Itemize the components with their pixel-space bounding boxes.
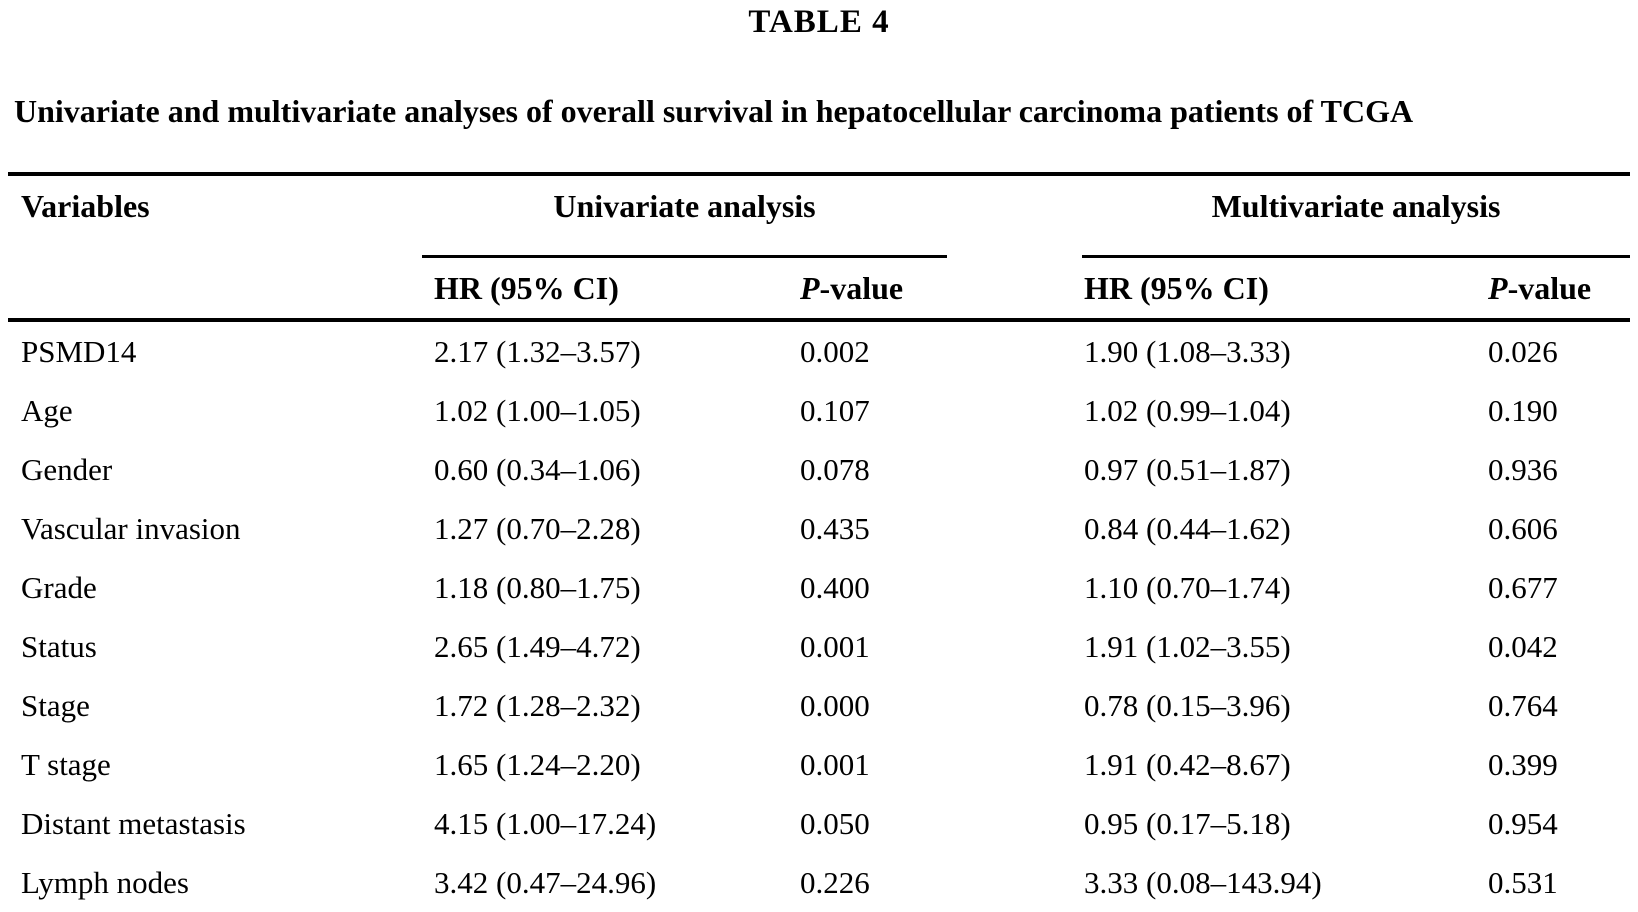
uni-hr-cell: 1.02 (1.00–1.05) (434, 392, 641, 428)
multi-hr-cell: 1.91 (0.42–8.67) (1084, 746, 1291, 782)
gutter-cell (947, 853, 1082, 912)
multi-hr-cell: 0.78 (0.15–3.96) (1084, 687, 1291, 723)
table-row: Distant metastasis 4.15 (1.00–17.24) 0.050… (8, 794, 1630, 853)
variable-cell: Lymph nodes (21, 864, 189, 900)
uni-p-cell: 0.435 (800, 510, 870, 546)
table-row: Status 2.65 (1.49–4.72) 0.001 1.91 (1.02–3.… (8, 617, 1630, 676)
column-header-multi-pvalue: P-value (1472, 256, 1631, 322)
uni-hr-cell: 0.60 (0.34–1.06) (434, 451, 641, 487)
uni-p-cell: 0.000 (800, 687, 870, 723)
uni-hr-cell: 4.15 (1.00–17.24) (434, 805, 657, 841)
variable-cell: Status (21, 628, 97, 664)
variable-cell: Distant metastasis (21, 805, 246, 841)
multi-hr-cell: 3.33 (0.08–143.94) (1084, 864, 1322, 900)
table-row: Lymph nodes 3.42 (0.47–24.96) 0.226 3.33 (0… (8, 853, 1630, 912)
column-header-uni-pvalue: P-value (790, 256, 948, 322)
uni-hr-cell: 1.72 (1.28–2.32) (434, 687, 641, 723)
table-row: Stage 1.72 (1.28–2.32) 0.000 0.78 (0.15–3.9… (8, 676, 1630, 735)
multi-p-cell: 0.936 (1488, 451, 1558, 487)
p-value-italic-letter: P (1488, 269, 1508, 306)
multi-p-cell: 0.677 (1488, 569, 1558, 605)
sub-header-row: HR (95% CI) P-value HR (95% CI) P-value (8, 256, 1631, 322)
table-row: Grade 1.18 (0.80–1.75) 0.400 1.10 (0.70–1.7… (8, 558, 1630, 617)
multi-hr-cell: 0.95 (0.17–5.18) (1084, 805, 1291, 841)
header-gutter (947, 256, 1083, 322)
uni-hr-cell: 1.65 (1.24–2.20) (434, 746, 641, 782)
gutter-cell (947, 499, 1082, 558)
multi-hr-cell: 1.10 (0.70–1.74) (1084, 569, 1291, 605)
p-value-rest: -value (1507, 269, 1592, 306)
multi-p-cell: 0.606 (1488, 510, 1558, 546)
multi-p-cell: 0.531 (1488, 864, 1558, 900)
header-gutter (947, 174, 1082, 257)
table-row: Vascular invasion 1.27 (0.70–2.28) 0.435 0.… (8, 499, 1630, 558)
column-header-uni-hr: HR (95% CI) (422, 256, 790, 322)
multi-p-cell: 0.190 (1488, 392, 1558, 428)
multi-p-cell: 0.399 (1488, 746, 1558, 782)
variable-cell: Gender (21, 451, 113, 487)
uni-p-cell: 0.002 (800, 333, 870, 369)
multi-p-cell: 0.042 (1488, 628, 1558, 664)
gutter-cell (947, 676, 1082, 735)
variable-cell: Grade (21, 569, 97, 605)
uni-hr-cell: 1.18 (0.80–1.75) (434, 569, 641, 605)
table-row: Gender 0.60 (0.34–1.06) 0.078 0.97 (0.51–1.… (8, 440, 1630, 499)
uni-p-cell: 0.050 (800, 805, 870, 841)
uni-hr-cell: 2.65 (1.49–4.72) (434, 628, 641, 664)
uni-p-cell: 0.226 (800, 864, 870, 900)
uni-p-cell: 0.400 (800, 569, 870, 605)
uni-p-cell: 0.078 (800, 451, 870, 487)
multi-hr-cell: 1.02 (0.99–1.04) (1084, 392, 1291, 428)
table-number-title: TABLE 4 (748, 4, 890, 40)
multi-hr-cell: 1.91 (1.02–3.55) (1084, 628, 1291, 664)
gutter-cell (947, 735, 1082, 794)
table-row: T stage 1.65 (1.24–2.20) 0.001 1.91 (0.42–8… (8, 735, 1630, 794)
gutter-cell (947, 794, 1082, 853)
table-header: Variables Univariate analysis Multivaria… (8, 174, 1631, 322)
variable-cell: PSMD14 (21, 333, 137, 369)
uni-hr-cell: 2.17 (1.32–3.57) (434, 333, 641, 369)
variable-cell: T stage (21, 746, 111, 782)
multi-hr-cell: 0.97 (0.51–1.87) (1084, 451, 1291, 487)
group-header-row: Variables Univariate analysis Multivaria… (8, 174, 1631, 322)
uni-p-cell: 0.107 (800, 392, 870, 428)
gutter-cell (947, 558, 1082, 617)
table-row: Age 1.02 (1.00–1.05) 0.107 1.02 (0.99–1.04)… (8, 381, 1630, 440)
variable-cell: Stage (21, 687, 90, 723)
variable-cell: Vascular invasion (21, 510, 241, 546)
column-header-variables: Variables (8, 174, 422, 322)
gutter-cell (947, 440, 1082, 499)
table-row: PSMD14 2.17 (1.32–3.57) 0.002 1.90 (1.08–3.… (8, 320, 1630, 381)
column-header-multi-hr: HR (95% CI) (1082, 256, 1473, 322)
multi-p-cell: 0.026 (1488, 333, 1558, 369)
multi-p-cell: 0.764 (1488, 687, 1558, 723)
group-header-univariate: Univariate analysis (422, 174, 948, 258)
multi-hr-cell: 0.84 (0.44–1.62) (1084, 510, 1291, 546)
uni-p-cell: 0.001 (800, 746, 870, 782)
uni-hr-cell: 1.27 (0.70–2.28) (434, 510, 641, 546)
table-caption: Univariate and multivariate analyses of … (14, 93, 1414, 129)
table-body: PSMD14 2.17 (1.32–3.57) 0.002 1.90 (1.08–3.… (8, 320, 1630, 912)
uni-hr-cell: 3.42 (0.47–24.96) (434, 864, 657, 900)
uni-p-cell: 0.001 (800, 628, 870, 664)
p-value-italic-letter: P (800, 269, 820, 306)
survival-analysis-table: Variables Univariate analysis Multivaria… (8, 172, 1631, 912)
multi-p-cell: 0.954 (1488, 805, 1558, 841)
p-value-rest: -value (819, 269, 904, 306)
multi-hr-cell: 1.90 (1.08–3.33) (1084, 333, 1291, 369)
variable-cell: Age (21, 392, 73, 428)
gutter-cell (947, 320, 1082, 381)
group-header-multivariate: Multivariate analysis (1082, 174, 1631, 258)
gutter-cell (947, 617, 1082, 676)
gutter-cell (947, 381, 1082, 440)
